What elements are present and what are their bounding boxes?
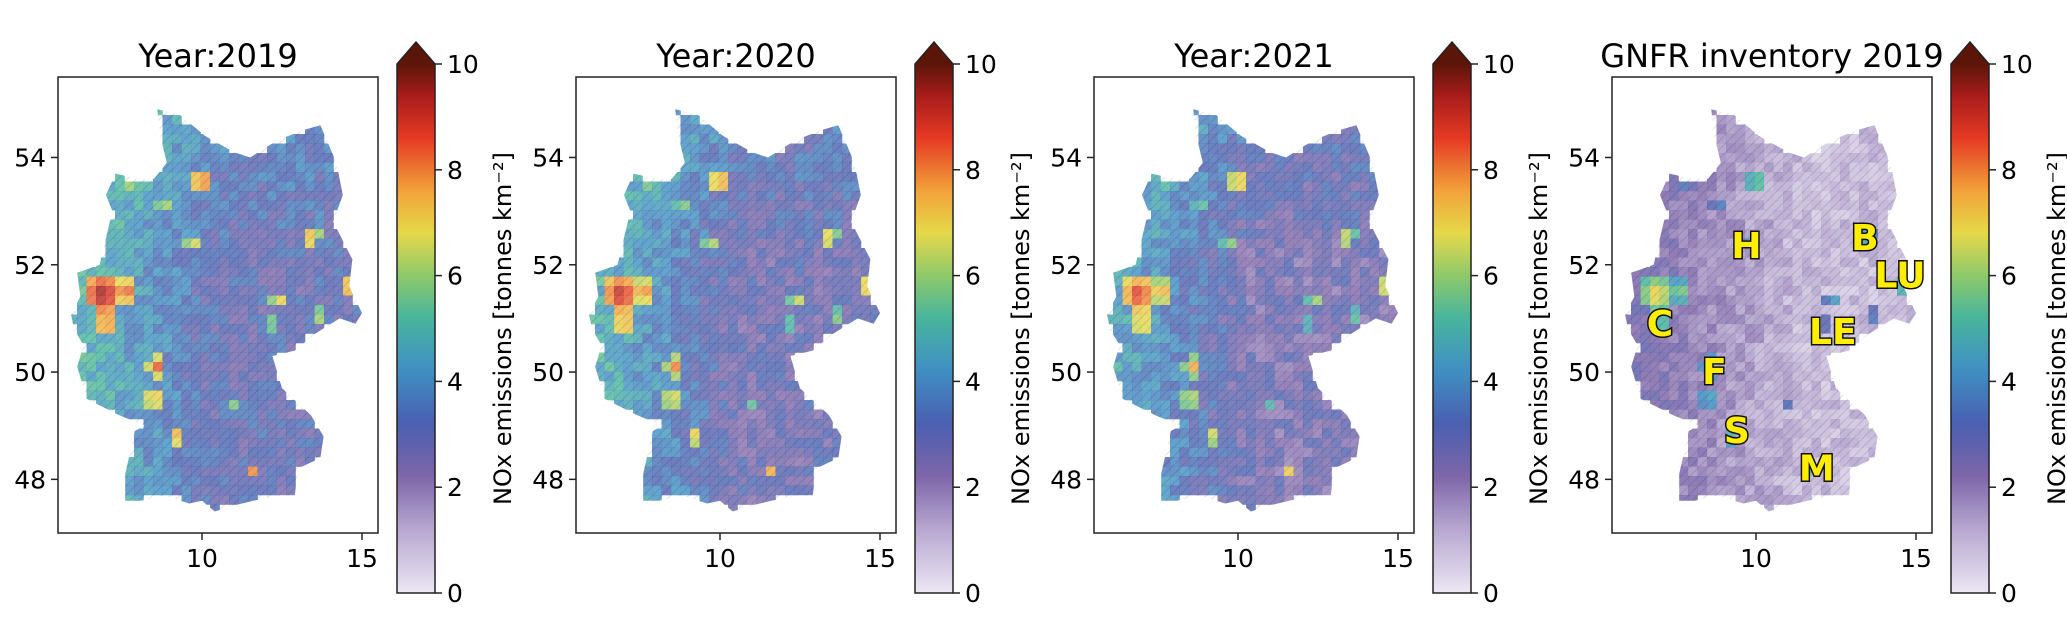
colorbar-tick-label: 4	[965, 367, 981, 396]
panel-title: Year:2020	[655, 37, 815, 75]
city-label-f: F	[1702, 352, 1727, 393]
city-label-m: M	[1799, 449, 1835, 490]
y-tick-label: 54	[1050, 143, 1082, 172]
colorbar-tick-label: 0	[1483, 579, 1499, 608]
colorbar-tick-label: 8	[1483, 156, 1499, 185]
colorbar-label: NOx emissions [tonnes km⁻²]	[489, 152, 517, 505]
city-label-c: C	[1647, 304, 1673, 345]
colorbar-label: NOx emissions [tonnes km⁻²]	[1525, 152, 1553, 505]
panel-title: Year:2021	[1173, 37, 1333, 75]
y-tick-label: 52	[532, 251, 564, 280]
colorbar-tick-label: 2	[1483, 473, 1499, 502]
x-tick-label: 15	[1382, 544, 1414, 573]
colorbar-tick-label: 6	[1483, 262, 1499, 291]
panel-title: GNFR inventory 2019	[1600, 37, 1943, 75]
city-label-h: H	[1731, 226, 1761, 267]
y-tick-label: 52	[14, 251, 46, 280]
x-tick-label: 10	[704, 544, 736, 573]
colorbar-tick-label: 6	[965, 262, 981, 291]
colorbar-tick-label: 6	[447, 262, 463, 291]
colorbar-extend-arrow	[397, 42, 435, 64]
y-tick-label: 52	[1568, 251, 1600, 280]
x-tick-label: 10	[186, 544, 218, 573]
colorbar-extend-arrow	[1433, 42, 1471, 64]
colorbar: 0 2 4 6 8 10 NOx emissions [tonnes km⁻²]	[1950, 40, 2067, 608]
colorbar-tick-label: 0	[965, 579, 981, 608]
city-label-le: LE	[1809, 312, 1857, 353]
colorbar: 0 2 4 6 8 10 NOx emissions [tonnes km⁻²]	[914, 40, 1035, 608]
y-tick-label: 48	[1568, 465, 1600, 494]
y-tick-label: 48	[1050, 465, 1082, 494]
colorbar-extend-arrow	[915, 42, 953, 64]
colorbar-tick-label: 4	[1483, 367, 1499, 396]
y-tick-label: 52	[1050, 251, 1082, 280]
x-tick-label: 10	[1740, 544, 1772, 573]
colorbar-tick-label: 4	[2001, 367, 2017, 396]
colorbar-tick-label: 8	[2001, 156, 2017, 185]
colorbar-tick-label: 2	[965, 473, 981, 502]
x-tick-label: 15	[864, 544, 896, 573]
y-tick-label: 54	[14, 143, 46, 172]
colorbar-extend-arrow	[1951, 42, 1989, 64]
colorbar-tick-label: 0	[2001, 579, 2017, 608]
y-tick-label: 54	[532, 143, 564, 172]
panel-1: Year:2019 10 15 48 50 52 54 0 2 4 6 8 10 NOx emission…	[14, 37, 517, 608]
colorbar: 0 2 4 6 8 10 NOx emissions [tonnes km⁻²]	[1432, 40, 1553, 608]
colorbar-tick-label: 8	[965, 156, 981, 185]
y-tick-label: 50	[532, 358, 564, 387]
panel-3: Year:2021 10 15 48 50 52 54 0 2 4 6 8 10 NOx emission…	[1050, 37, 1553, 608]
x-tick-label: 15	[1900, 544, 1932, 573]
city-label-lu: LU	[1875, 255, 1926, 296]
colorbar: 0 2 4 6 8 10 NOx emissions [tonnes km⁻²]	[396, 40, 517, 608]
y-tick-label: 50	[1568, 358, 1600, 387]
colorbar-label: NOx emissions [tonnes km⁻²]	[2043, 152, 2067, 505]
colorbar-tick-label: 8	[447, 156, 463, 185]
panel-2: Year:2020 10 15 48 50 52 54 0 2 4 6 8 10 NOx emission…	[532, 37, 1035, 608]
colorbar-tick-label: 10	[2001, 50, 2033, 79]
colorbar-tick-label: 10	[965, 50, 997, 79]
colorbar-tick-label: 10	[1483, 50, 1515, 79]
colorbar-label: NOx emissions [tonnes km⁻²]	[1007, 152, 1035, 505]
y-tick-label: 48	[14, 465, 46, 494]
y-tick-label: 50	[14, 358, 46, 387]
x-tick-label: 15	[346, 544, 378, 573]
colorbar-tick-label: 10	[447, 50, 479, 79]
y-tick-label: 54	[1568, 143, 1600, 172]
y-tick-label: 48	[532, 465, 564, 494]
city-label-s: S	[1724, 411, 1750, 452]
colorbar-tick-label: 6	[2001, 262, 2017, 291]
colorbar-tick-label: 2	[2001, 473, 2017, 502]
colorbar-tick-label: 4	[447, 367, 463, 396]
colorbar-tick-label: 2	[447, 473, 463, 502]
y-tick-label: 50	[1050, 358, 1082, 387]
panel-title: Year:2019	[137, 37, 297, 75]
city-label-b: B	[1851, 218, 1878, 259]
x-tick-label: 10	[1222, 544, 1254, 573]
colorbar-tick-label: 0	[447, 579, 463, 608]
